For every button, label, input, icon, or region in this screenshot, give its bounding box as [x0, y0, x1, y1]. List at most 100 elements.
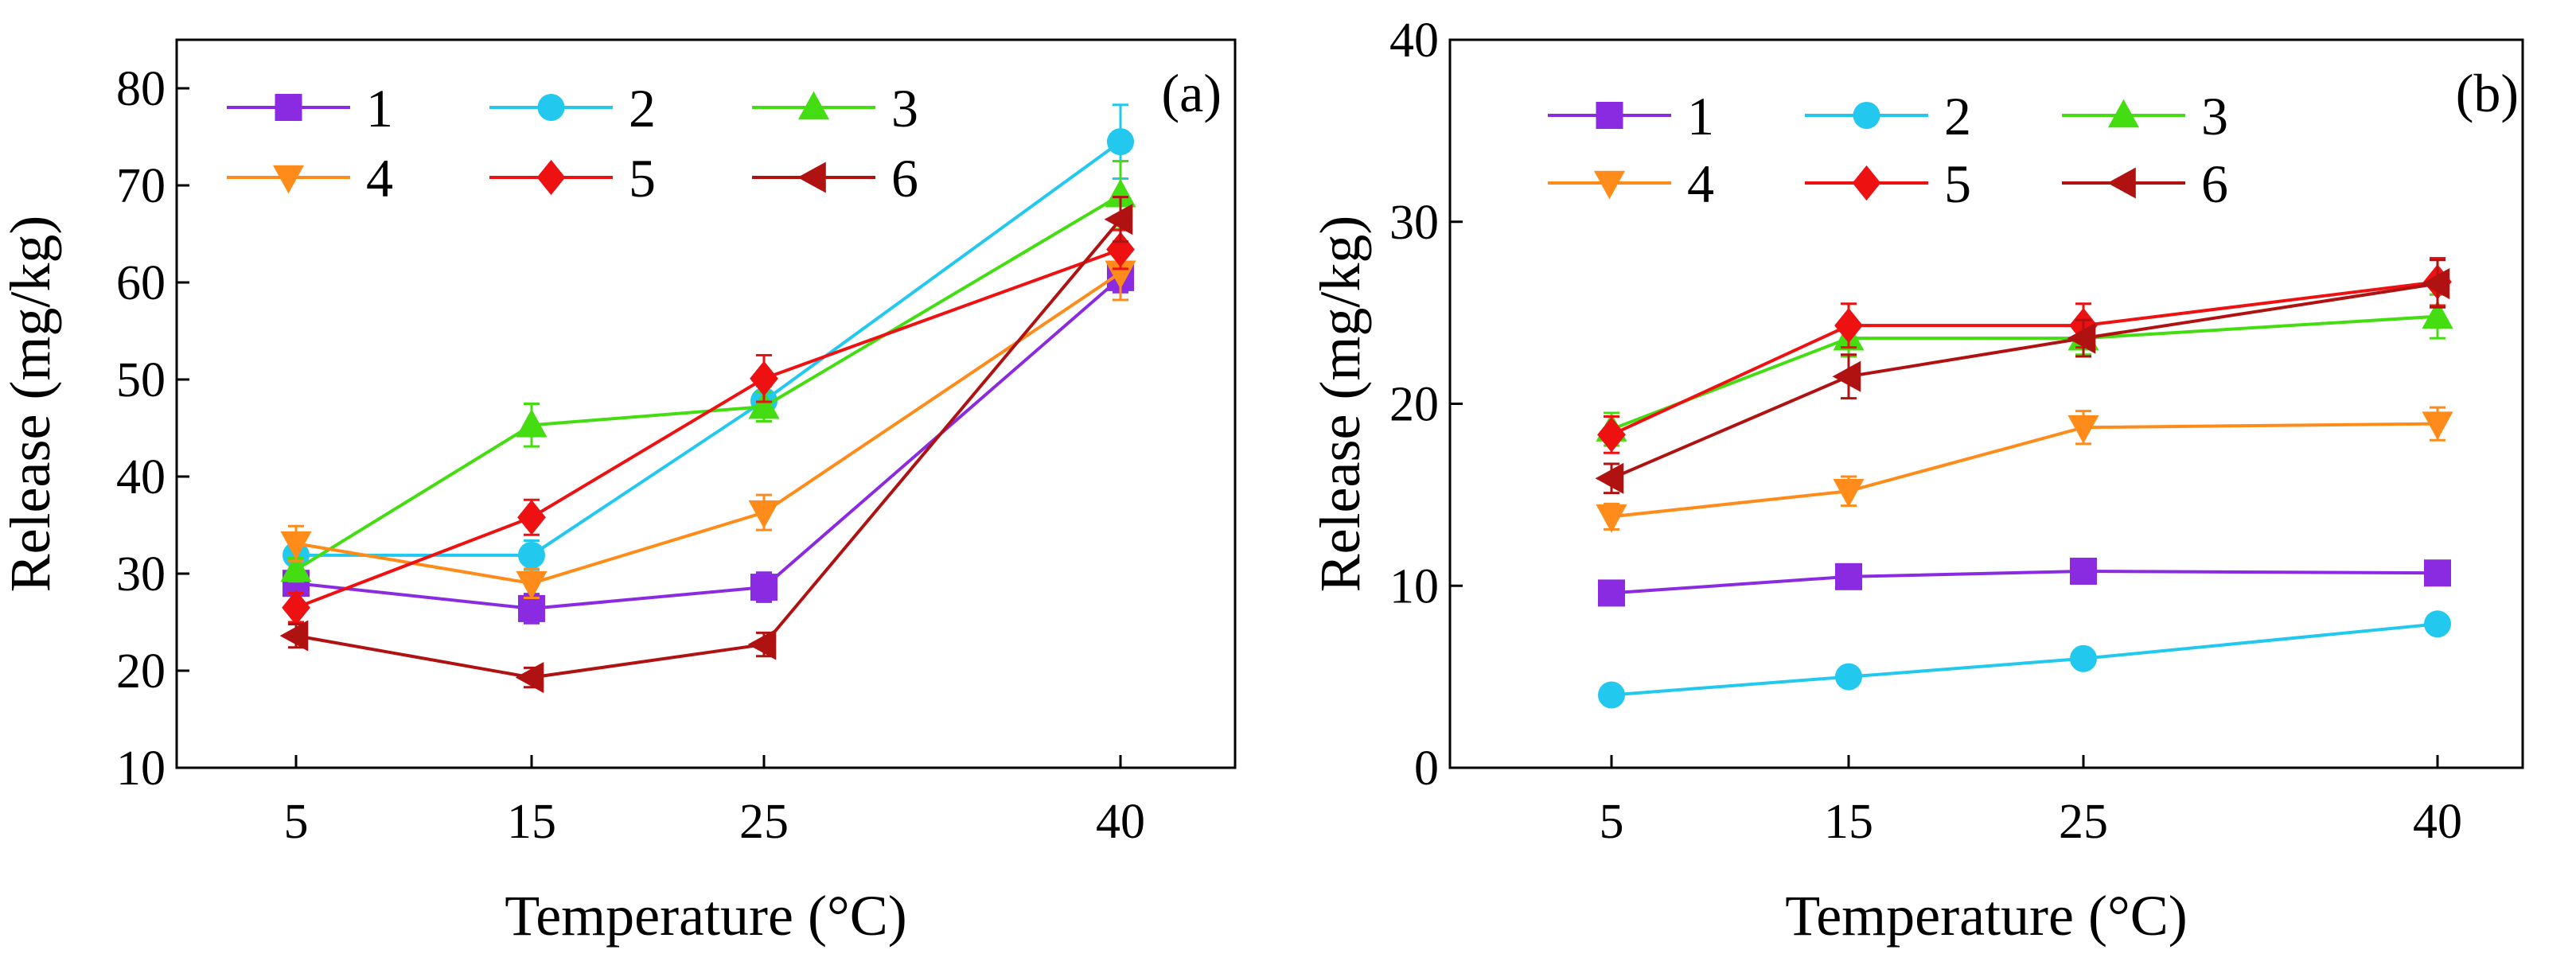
series-line: [295, 218, 1122, 679]
data-point: [2422, 411, 2453, 441]
data-point: [2421, 267, 2450, 300]
legend-marker: [275, 94, 302, 121]
data-point: [750, 360, 778, 396]
data-point: [1107, 128, 1134, 156]
x-tick-label: 5: [284, 795, 309, 849]
legend-label: 1: [1687, 86, 1714, 146]
legend-label: 5: [1944, 154, 1971, 214]
data-point: [516, 408, 548, 438]
legend-entry-1: 1: [1548, 86, 1714, 146]
legend-label: 5: [629, 148, 656, 208]
legend-entry-3: 3: [2062, 86, 2228, 146]
data-point: [517, 500, 546, 535]
y-tick-label: 20: [116, 644, 166, 699]
legend: 1 2 3 4 5 6: [227, 78, 918, 208]
legend-entry-1: 1: [227, 78, 393, 138]
legend-label: 6: [891, 148, 918, 208]
legend-label: 4: [366, 148, 393, 208]
legend-label: 3: [891, 78, 918, 138]
data-point: [1832, 360, 1861, 392]
legend-marker: [272, 165, 305, 194]
legend-label: 1: [366, 78, 393, 138]
panel-label: (a): [1162, 63, 1222, 123]
series-line: [1611, 569, 2438, 595]
plot-frame: [175, 38, 1237, 769]
legend-entry-4: 4: [227, 148, 393, 208]
y-tick-label: 70: [116, 159, 166, 213]
plot-frame: [1448, 38, 2524, 769]
legend-label: 2: [629, 78, 656, 138]
legend-marker: [1593, 170, 1626, 200]
data-point: [2067, 322, 2096, 354]
data-point: [1596, 504, 1627, 533]
series-line: [1611, 314, 2438, 431]
y-axis-title: Release (mg/kg): [0, 216, 62, 593]
data-point: [2422, 300, 2453, 329]
data-point: [1595, 462, 1624, 494]
y-axis-title: Release (mg/kg): [1308, 216, 1372, 593]
series-4: [280, 244, 1136, 600]
series-line: [295, 271, 1122, 586]
data-point: [282, 590, 310, 625]
series-line: [294, 193, 1122, 571]
legend-marker: [537, 94, 565, 121]
legend-entry-5: 5: [489, 148, 656, 208]
y-tick-label: 10: [116, 742, 166, 796]
legend-marker: [1596, 102, 1623, 129]
legend-marker: [797, 91, 830, 120]
legend-label: 4: [1687, 154, 1714, 214]
data-point: [1833, 479, 1865, 508]
data-point: [2424, 559, 2451, 587]
data-point: [279, 620, 309, 652]
data-point: [280, 531, 312, 560]
legend-marker: [536, 159, 566, 196]
data-point: [1597, 417, 1626, 453]
data-point: [748, 390, 780, 419]
series-line: [1611, 622, 2438, 697]
y-tick-label: 40: [116, 450, 166, 504]
y-tick-label: 50: [116, 353, 166, 407]
panel-label: (b): [2456, 63, 2519, 123]
y-tick-label: 60: [116, 256, 166, 310]
x-axis-title: Temperature (°C): [505, 884, 907, 948]
x-tick-label: 15: [507, 795, 556, 849]
series-6: [279, 196, 1133, 694]
data-point: [2070, 644, 2097, 672]
data-point: [2067, 415, 2099, 444]
series-line: [1611, 280, 2438, 437]
data-point: [1104, 204, 1133, 235]
data-point: [1834, 308, 1863, 344]
legend-entry-6: 6: [2062, 154, 2228, 214]
y-tick-label: 20: [1389, 378, 1439, 432]
x-tick-label: 25: [2059, 795, 2108, 849]
series-1: [1598, 557, 2451, 607]
y-tick-label: 10: [1389, 559, 1439, 613]
x-tick-label: 40: [1096, 795, 1145, 849]
series-line: [1611, 282, 2438, 481]
legend-marker: [2107, 167, 2136, 199]
legend-marker: [1853, 102, 1880, 129]
x-tick-label: 25: [739, 795, 789, 849]
y-tick-label: 80: [116, 62, 166, 116]
data-point: [515, 661, 544, 694]
data-point: [1106, 232, 1135, 267]
data-point: [518, 541, 545, 569]
legend-label: 2: [1944, 86, 1971, 146]
legend-label: 6: [2201, 154, 2228, 214]
data-point: [747, 629, 777, 660]
legend-entry-2: 2: [489, 78, 656, 138]
legend-label: 3: [2201, 86, 2228, 146]
data-point: [748, 500, 780, 529]
x-tick-label: 40: [2413, 795, 2462, 849]
series-2: [1598, 610, 2451, 709]
series-5: [282, 228, 1135, 625]
legend-entry-3: 3: [752, 78, 918, 138]
x-axis-title: Temperature (°C): [1785, 884, 2188, 948]
legend: 1 2 3 4 5 6: [1548, 86, 2228, 214]
series-1: [283, 262, 1134, 625]
data-point: [1598, 579, 1625, 607]
data-point: [516, 570, 548, 600]
